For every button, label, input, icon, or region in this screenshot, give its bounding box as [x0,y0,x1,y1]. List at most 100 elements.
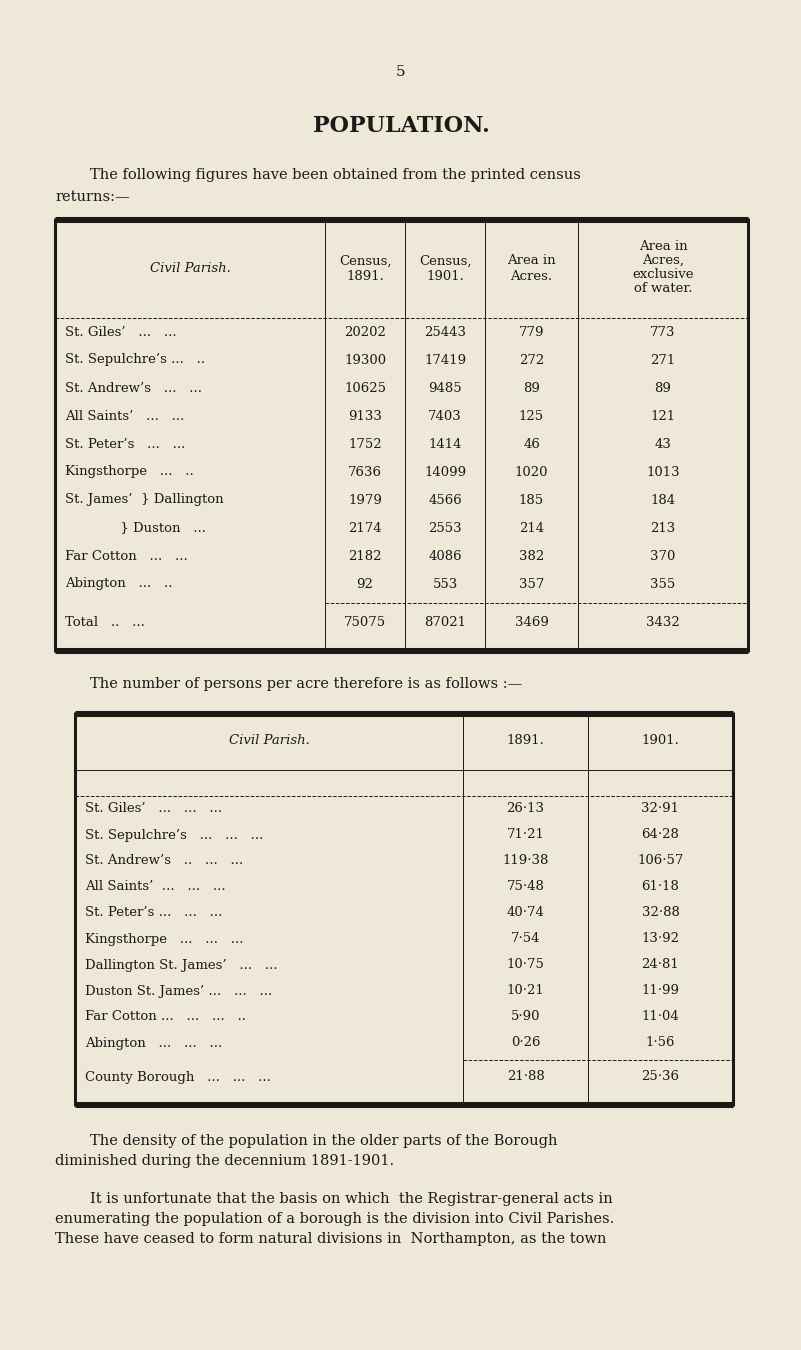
Text: 7636: 7636 [348,466,382,478]
Text: 1979: 1979 [348,494,382,506]
Text: 5·90: 5·90 [511,1011,540,1023]
Text: 9133: 9133 [348,409,382,423]
Text: of water.: of water. [634,282,692,294]
Text: 20202: 20202 [344,325,386,339]
Text: Census,: Census, [339,255,391,267]
Text: 32·91: 32·91 [642,802,679,815]
Text: 1020: 1020 [515,466,548,478]
Text: 24·81: 24·81 [642,958,679,972]
Text: County Borough   ...   ...   ...: County Borough ... ... ... [85,1071,271,1084]
Text: 184: 184 [650,494,675,506]
Text: 4566: 4566 [428,494,462,506]
Text: St. Sepulchre’s   ...   ...   ...: St. Sepulchre’s ... ... ... [85,829,264,841]
Text: 4086: 4086 [429,549,462,563]
Text: exclusive: exclusive [632,267,694,281]
Text: All Saints’   ...   ...: All Saints’ ... ... [65,409,184,423]
Text: 121: 121 [650,409,675,423]
Text: 1901.: 1901. [426,270,464,284]
Text: 11·99: 11·99 [642,984,679,998]
Text: Acres.: Acres. [510,270,553,284]
Text: 89: 89 [523,382,540,394]
Text: 71·21: 71·21 [506,829,545,841]
Text: 553: 553 [433,578,457,590]
Text: 272: 272 [519,354,544,366]
Text: 89: 89 [654,382,671,394]
Text: 2174: 2174 [348,521,382,535]
Text: 1891.: 1891. [346,270,384,284]
Text: Kingsthorpe   ...   ...   ...: Kingsthorpe ... ... ... [85,933,244,945]
Text: 3469: 3469 [514,617,549,629]
Text: St. Andrew’s   ...   ...: St. Andrew’s ... ... [65,382,202,394]
Text: St. Andrew’s   ..   ...   ...: St. Andrew’s .. ... ... [85,855,244,868]
Text: 25·36: 25·36 [642,1071,679,1084]
Text: 779: 779 [519,325,544,339]
Text: 7·54: 7·54 [511,933,540,945]
Text: 357: 357 [519,578,544,590]
Text: Census,: Census, [419,255,471,267]
Text: 7403: 7403 [428,409,462,423]
Text: Total   ..   ...: Total .. ... [65,617,145,629]
Text: 19300: 19300 [344,354,386,366]
Text: enumerating the population of a borough is the division into Civil Parishes.: enumerating the population of a borough … [55,1212,614,1226]
Text: Acres,: Acres, [642,254,684,266]
Text: 0·26: 0·26 [511,1037,540,1049]
Text: 10625: 10625 [344,382,386,394]
Text: 9485: 9485 [429,382,462,394]
Text: 64·28: 64·28 [642,829,679,841]
Text: } Duston   ...: } Duston ... [65,521,206,535]
Text: Dallington St. James’   ...   ...: Dallington St. James’ ... ... [85,958,278,972]
Text: POPULATION.: POPULATION. [312,115,489,136]
Text: 11·04: 11·04 [642,1011,679,1023]
Text: 1013: 1013 [646,466,680,478]
Text: 75075: 75075 [344,617,386,629]
Text: Abington   ...   ...   ...: Abington ... ... ... [85,1037,222,1049]
Text: 92: 92 [356,578,373,590]
Text: 1·56: 1·56 [646,1037,675,1049]
Text: 61·18: 61·18 [642,880,679,894]
Text: 213: 213 [650,521,675,535]
Text: These have ceased to form natural divisions in  Northampton, as the town: These have ceased to form natural divisi… [55,1233,606,1246]
Text: The following figures have been obtained from the printed census: The following figures have been obtained… [90,167,581,182]
Text: 214: 214 [519,521,544,535]
Text: 32·88: 32·88 [642,906,679,919]
Text: 13·92: 13·92 [642,933,679,945]
Text: St. Peter’s   ...   ...: St. Peter’s ... ... [65,437,185,451]
Text: Area in: Area in [507,255,556,267]
Text: Area in: Area in [638,239,687,252]
Text: 5: 5 [396,65,406,80]
Text: 271: 271 [650,354,675,366]
Text: 2182: 2182 [348,549,382,563]
Text: 17419: 17419 [424,354,466,366]
Text: 10·75: 10·75 [506,958,545,972]
Text: 1752: 1752 [348,437,382,451]
Text: Far Cotton ...   ...   ...   ..: Far Cotton ... ... ... .. [85,1011,246,1023]
Text: 40·74: 40·74 [506,906,545,919]
Text: 1414: 1414 [429,437,461,451]
Text: 2553: 2553 [429,521,462,535]
Text: St. Giles’   ...   ...: St. Giles’ ... ... [65,325,177,339]
Text: returns:—: returns:— [55,190,130,204]
Text: 773: 773 [650,325,676,339]
Text: 21·88: 21·88 [506,1071,545,1084]
Text: All Saints’  ...   ...   ...: All Saints’ ... ... ... [85,880,226,894]
Text: 1891.: 1891. [506,734,545,748]
Text: St. James’  } Dallington: St. James’ } Dallington [65,494,223,506]
Text: 10·21: 10·21 [506,984,545,998]
Text: 185: 185 [519,494,544,506]
Text: 106·57: 106·57 [638,855,684,868]
Text: Civil Parish.: Civil Parish. [228,734,309,748]
Text: St. Giles’   ...   ...   ...: St. Giles’ ... ... ... [85,802,222,815]
Text: 355: 355 [650,578,675,590]
Text: Far Cotton   ...   ...: Far Cotton ... ... [65,549,187,563]
Text: diminished during the decennium 1891-1901.: diminished during the decennium 1891-190… [55,1154,394,1168]
Text: Kingsthorpe   ...   ..: Kingsthorpe ... .. [65,466,194,478]
Text: 43: 43 [654,437,671,451]
Text: 119·38: 119·38 [502,855,549,868]
Text: 3432: 3432 [646,617,680,629]
Text: St. Peter’s ...   ...   ...: St. Peter’s ... ... ... [85,906,223,919]
Text: Civil Parish.: Civil Parish. [150,262,231,274]
Text: St. Sepulchre’s ...   ..: St. Sepulchre’s ... .. [65,354,205,366]
Text: 46: 46 [523,437,540,451]
Text: 87021: 87021 [424,617,466,629]
Text: 370: 370 [650,549,676,563]
